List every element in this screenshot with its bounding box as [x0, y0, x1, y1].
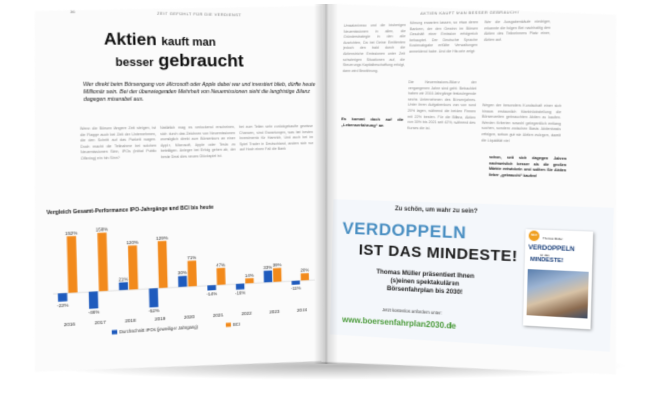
x-tick-2022: 2022 — [241, 311, 252, 317]
x-tick-2019: 2019 — [155, 316, 166, 322]
right-column-right: Wegen der besonders Kundschaft einer sic… — [481, 103, 561, 145]
right-subhead: Es kommt doch auf die „Lebenserfahrung“ … — [341, 116, 403, 128]
data-label-ipo-2024: -11% — [291, 285, 301, 290]
bar-ipo-2022 — [236, 284, 245, 290]
data-label-bci-2023: 39% — [273, 262, 282, 267]
bar-ipo-2019 — [149, 288, 158, 307]
legend-label-bci: BCI — [233, 322, 240, 327]
x-tick-2023: 2023 — [269, 309, 280, 315]
data-label-bci-2020: 71% — [187, 255, 196, 260]
right-page-number: 39 — [574, 8, 579, 13]
bar-ipo-2023 — [264, 270, 273, 282]
title-word-besser: besser — [115, 56, 154, 69]
title-word-kauft-man: kauft man — [161, 36, 216, 49]
article-lead: Wer direkt beim Börsengang von Microsoft… — [83, 82, 317, 104]
bar-ipo-2020 — [178, 276, 187, 287]
x-tick-2021: 2021 — [213, 312, 224, 318]
title-word-aktien: Aktien — [104, 31, 157, 50]
book-cover-photo — [527, 269, 589, 318]
bar-bci-2017 — [97, 233, 108, 292]
right-column-mid: Die Neuemissions-Bilanz der vergangenen … — [407, 80, 476, 132]
data-label-bci-2019: 129% — [156, 235, 168, 241]
book-new-badge: NEU — [529, 230, 540, 241]
bar-ipo-2018 — [119, 282, 128, 290]
bar-ipo-2017 — [89, 291, 99, 309]
bar-bci-2018 — [128, 245, 138, 289]
left-column-2: Natürlich mag es verlockend erscheinen, … — [160, 125, 236, 161]
bar-bci-2016 — [67, 236, 78, 293]
bar-bci-2024 — [301, 273, 309, 280]
data-label-ipo-2019: -52% — [148, 308, 159, 314]
article-title-line2: besser gebraucht — [115, 50, 244, 72]
data-label-ipo-2016: -22% — [57, 302, 69, 308]
x-tick-2017: 2017 — [95, 320, 107, 326]
book-author: Thomas Müller — [543, 236, 563, 241]
article-title-line1: Aktien kauft man — [104, 31, 216, 51]
data-label-ipo-2020: 30% — [178, 270, 187, 276]
x-tick-2020: 2020 — [184, 314, 195, 320]
right-running-head: AKTIEN KAUFT MAN BESSER GEBRAUCHT — [420, 9, 520, 15]
bar-ipo-2016 — [58, 293, 68, 302]
data-label-ipo-2017: -46% — [88, 309, 99, 315]
data-label-ipo-2022: -16% — [235, 290, 246, 296]
bar-ipo-2024 — [292, 281, 300, 285]
data-label-bci-2017: 158% — [96, 227, 108, 233]
data-label-bci-2021: 47% — [216, 262, 225, 267]
bar-bci-2023 — [273, 268, 282, 282]
right-column-3: Wer die Ausgabenkäufe niedriger, erkannt… — [484, 19, 551, 43]
left-page: ZEIT GEFÜHLT FÜR DIE VERDIENST 36 Aktien… — [25, 0, 331, 383]
left-column-1: Wenn die Börsen längere Zeit steigen, is… — [80, 126, 157, 163]
bar-bci-2019 — [158, 241, 168, 288]
right-page: AKTIEN KAUFT MAN BESSER GEBRAUCHT 39 Ums… — [321, 0, 626, 382]
book-title-line2: MINDESTE! — [530, 257, 563, 265]
data-label-bci-2024: 20% — [300, 268, 309, 273]
data-label-bci-2022: 14% — [245, 273, 254, 278]
data-label-bci-2016: 152% — [65, 230, 78, 236]
bar-bci-2020 — [187, 261, 196, 287]
left-running-head: ZEIT GEFÜHLT FÜR DIE VERDIENST — [157, 11, 241, 18]
data-label-ipo-2018: 21% — [118, 276, 128, 282]
bar-bci-2022 — [245, 278, 254, 283]
right-column-1: Umsatzniveau und die bisherigen Neuemiss… — [343, 23, 406, 74]
book-cover-image: NEU Thomas Müller VERDOPPELN ist das MIN… — [523, 229, 593, 329]
legend-swatch-bci — [226, 323, 231, 327]
data-label-ipo-2023: 33% — [263, 265, 272, 270]
legend-swatch-ipo — [112, 330, 118, 335]
data-label-bci-2018: 120% — [126, 240, 138, 246]
bar-bci-2021 — [217, 268, 226, 285]
x-tick-2016: 2016 — [64, 321, 76, 327]
highlight-text: schon, seit sich dagegen Jahren nachweis… — [489, 155, 567, 180]
title-word-gebraucht: gebraucht — [158, 50, 244, 70]
left-page-number: 36 — [70, 9, 75, 14]
data-label-ipo-2021: -14% — [206, 291, 217, 297]
bar-ipo-2021 — [207, 285, 216, 290]
legend-label-ipo: Durchschnitt IPOs (jeweiliger Jahrgang) — [119, 324, 198, 334]
left-column-3: bei zum Teilen sehr zurückgekaufte gewis… — [239, 124, 313, 153]
performance-bar-chart: -22% 152% 2016 -46% 158% 2017 21% 120% 2018 -52% 1… — [42, 206, 324, 345]
book-title-line1: VERDOPPELN — [528, 244, 574, 253]
x-tick-2024: 2024 — [297, 307, 308, 313]
right-column-2: führung erwarten lassen, so etwa deren B… — [409, 20, 478, 55]
x-tick-2018: 2018 — [125, 318, 137, 324]
